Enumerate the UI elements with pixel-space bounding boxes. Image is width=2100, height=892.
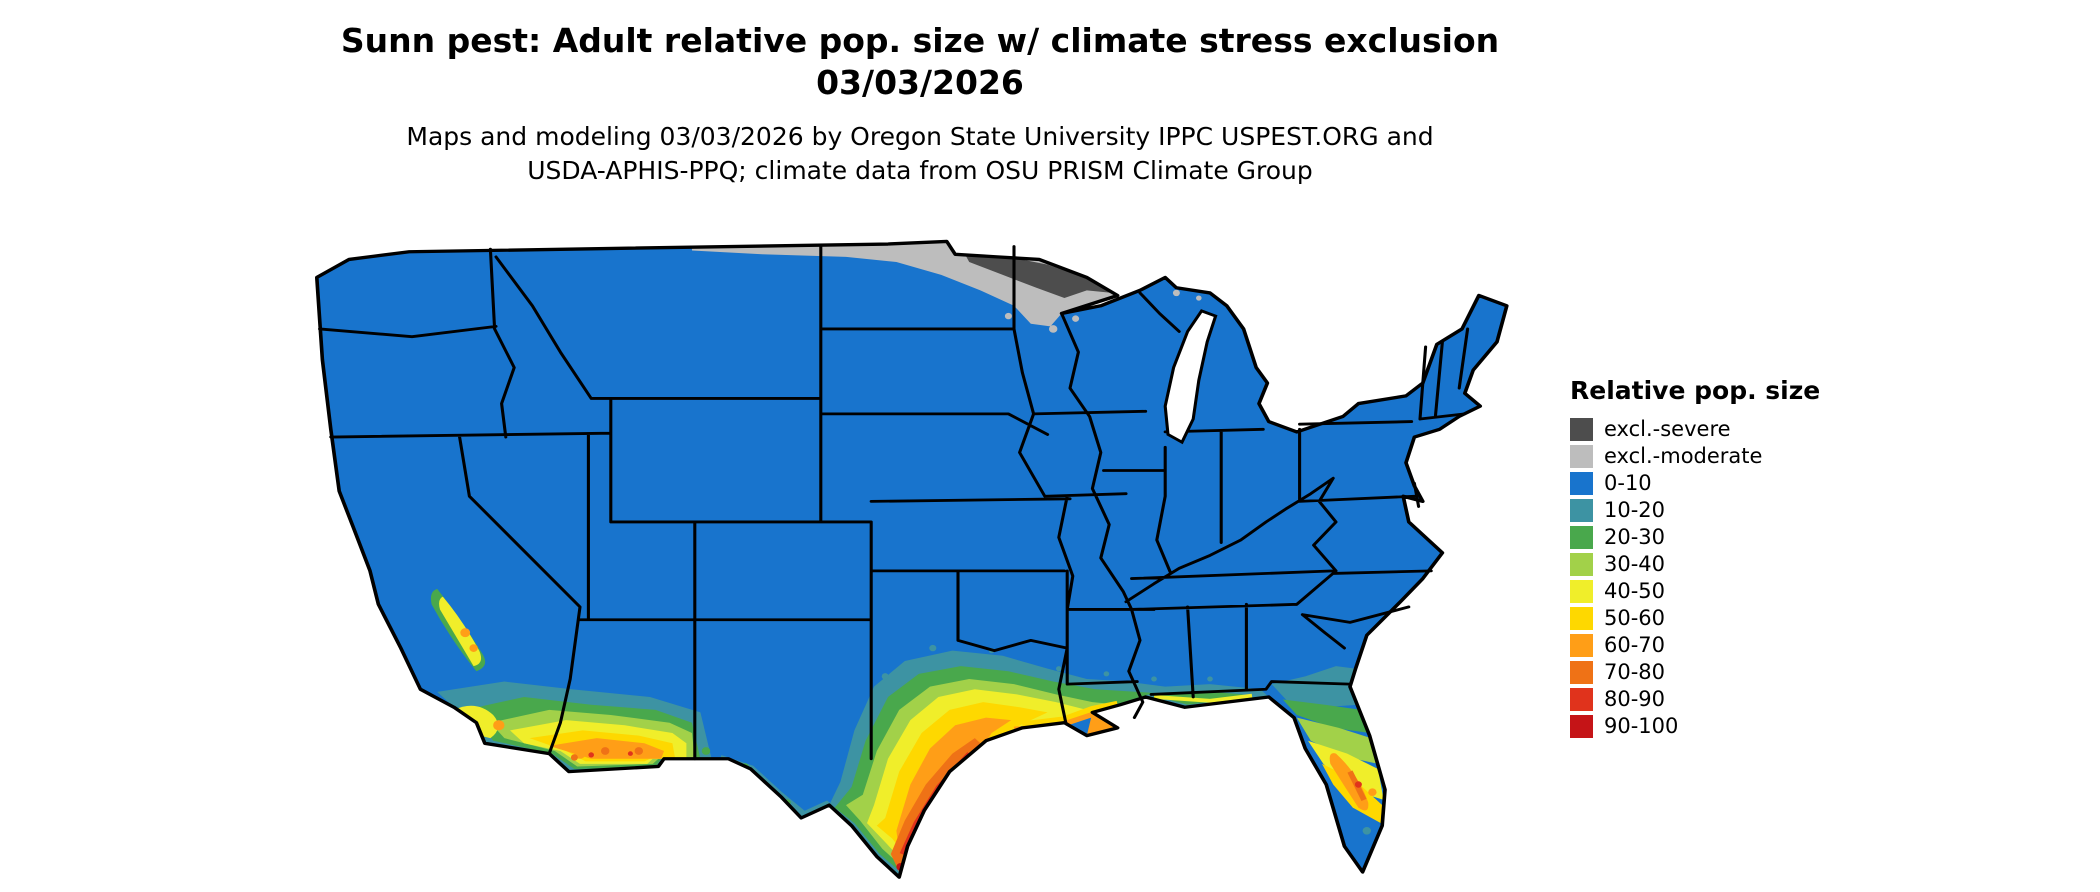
legend-row: 40-50 [1570, 579, 1820, 603]
legend-row: 60-70 [1570, 633, 1820, 657]
exclusion-zones [692, 241, 1202, 333]
legend-label: excl.-severe [1604, 417, 1731, 441]
lake-michigan [1163, 309, 1218, 445]
us-map-svg [314, 239, 1509, 879]
exclusion-severe-region [963, 251, 1112, 299]
legend-label: 10-20 [1604, 498, 1666, 522]
legend-swatch [1570, 714, 1593, 738]
legend-title: Relative pop. size [1570, 376, 1821, 405]
legend-swatch [1570, 633, 1593, 657]
legend-swatch [1570, 444, 1593, 468]
legend-label: 20-30 [1604, 525, 1666, 549]
legend-label: 90-100 [1604, 714, 1679, 738]
legend-row: 20-30 [1570, 525, 1820, 549]
legend-swatch [1570, 498, 1593, 522]
legend-swatch [1570, 471, 1593, 495]
map-subtitle-line2: USDA-APHIS-PPQ; climate data from OSU PR… [527, 156, 1313, 185]
legend-swatch [1570, 687, 1593, 711]
legend-label: 50-60 [1604, 606, 1666, 630]
legend-row: 70-80 [1570, 660, 1820, 684]
legend-label: excl.-moderate [1604, 444, 1763, 468]
legend: Relative pop. size excl.-severe excl.-mod… [1570, 376, 1820, 741]
legend-swatch [1570, 606, 1593, 630]
legend-swatch [1570, 579, 1593, 603]
legend-row: 10-20 [1570, 498, 1820, 522]
legend-row: 90-100 [1570, 714, 1820, 738]
map-title: Sunn pest: Adult relative pop. size w/ c… [0, 20, 1840, 104]
state-borders [318, 245, 1470, 761]
map-title-date: 03/03/2026 [816, 63, 1024, 102]
legend-label: 70-80 [1604, 660, 1666, 684]
legend-label: 80-90 [1604, 687, 1666, 711]
legend-row: 0-10 [1570, 471, 1820, 495]
legend-row: 30-40 [1570, 552, 1820, 576]
legend-label: 60-70 [1604, 633, 1666, 657]
legend-row: 50-60 [1570, 606, 1820, 630]
legend-row: 80-90 [1570, 687, 1820, 711]
legend-swatch [1570, 660, 1593, 684]
legend-label: 0-10 [1604, 471, 1652, 495]
legend-swatch [1570, 552, 1593, 576]
us-choropleth-map [300, 226, 1532, 890]
map-title-line1: Sunn pest: Adult relative pop. size w/ c… [340, 21, 1500, 60]
legend-swatch [1570, 525, 1593, 549]
legend-row: excl.-moderate [1570, 444, 1820, 468]
legend-row: excl.-severe [1570, 417, 1820, 441]
legend-label: 30-40 [1604, 552, 1666, 576]
legend-swatch [1570, 417, 1593, 441]
legend-label: 40-50 [1604, 579, 1666, 603]
map-subtitle-line1: Maps and modeling 03/03/2026 by Oregon S… [406, 122, 1434, 151]
legend-entries: excl.-severe excl.-moderate 0-10 10-20 20-30… [1570, 417, 1820, 738]
map-subtitle: Maps and modeling 03/03/2026 by Oregon S… [0, 120, 1840, 188]
